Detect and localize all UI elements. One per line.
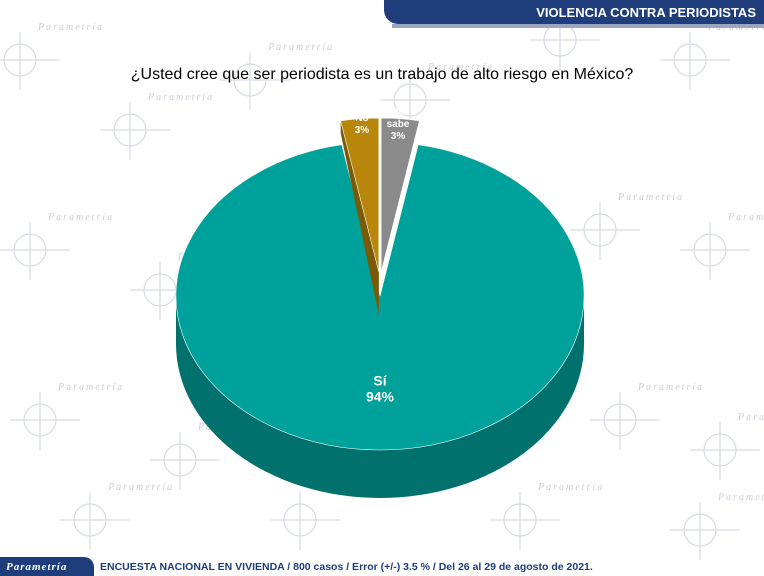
slice-value-no-sabe: 3% bbox=[391, 131, 406, 142]
pie-slice-si bbox=[175, 144, 585, 451]
slice-value-si: 94% bbox=[366, 388, 395, 404]
watermark-text: Parametría bbox=[617, 192, 684, 203]
watermark-text: Parametría bbox=[47, 212, 114, 223]
footer-note: ENCUESTA NACIONAL EN VIVIENDA / 800 caso… bbox=[100, 561, 593, 573]
pie-slice-no bbox=[340, 117, 380, 273]
watermark-text: Parametría bbox=[37, 22, 104, 33]
slice-value-no: 3% bbox=[355, 125, 370, 136]
chart-title: ¿Usted cree que ser periodista es un tra… bbox=[130, 66, 634, 83]
slice-label-no: No bbox=[355, 113, 368, 124]
watermark-text: Parametría bbox=[57, 382, 124, 393]
slice-label-no-sabe: sabe bbox=[387, 119, 410, 130]
watermark-text: Parametría bbox=[737, 412, 764, 423]
watermark-text: Parametría bbox=[537, 482, 604, 493]
watermark-text: Parametría bbox=[637, 382, 704, 393]
pie-slice-no-side bbox=[340, 120, 379, 316]
section-banner-title: VIOLENCIA CONTRA PERIODISTAS bbox=[536, 4, 756, 20]
slice-label-no-sabe: No bbox=[391, 107, 404, 118]
footer-logo-text: Parametría bbox=[6, 560, 68, 573]
pie-slice-no-sabe bbox=[380, 117, 420, 273]
watermark-text: Parametría bbox=[107, 482, 174, 493]
section-banner-shadow bbox=[392, 24, 764, 28]
watermark-text: Parametría bbox=[147, 92, 214, 103]
pie-slice-si-side bbox=[176, 296, 584, 498]
slice-label-si: Sí bbox=[373, 372, 387, 388]
footer-logo: Parametría bbox=[0, 557, 94, 576]
watermark-text: Parametría bbox=[717, 492, 764, 503]
watermark-text: Parametría bbox=[267, 42, 334, 53]
watermark-text: Parametría bbox=[427, 62, 494, 73]
watermark-text: Parametría bbox=[727, 212, 764, 223]
section-banner: VIOLENCIA CONTRA PERIODISTAS bbox=[384, 0, 764, 24]
